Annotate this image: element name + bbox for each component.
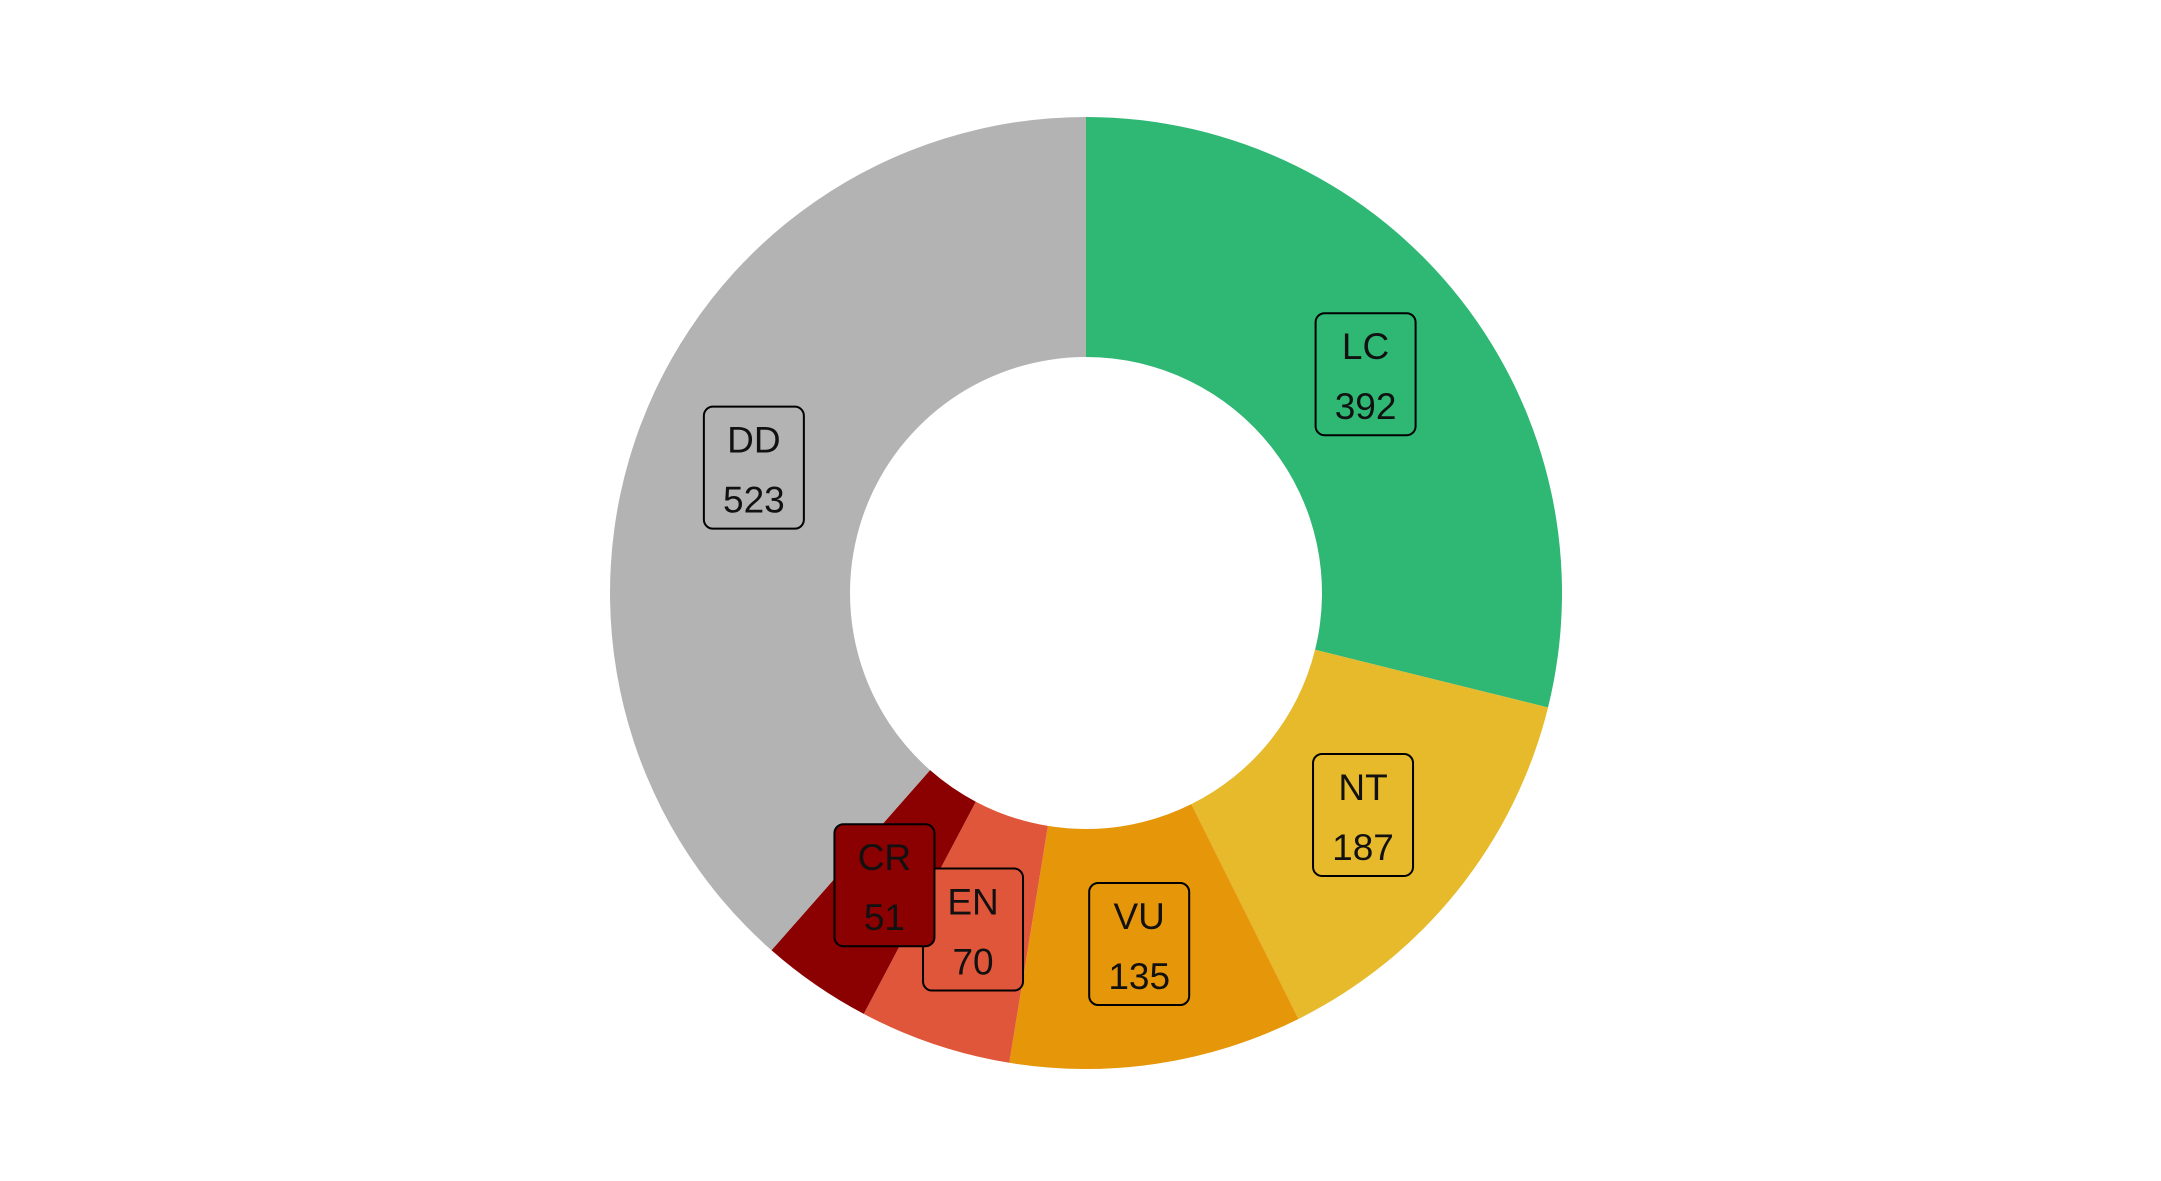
- label-vu: VU 135: [1088, 881, 1191, 1006]
- value-label-vu: 135: [1108, 956, 1170, 997]
- label-lc: LC 392: [1314, 312, 1417, 437]
- label-en: EN 70: [922, 867, 1025, 992]
- segment-dd: [610, 117, 1086, 951]
- category-label-vu: VU: [1113, 896, 1164, 937]
- label-box-cr: [833, 823, 936, 948]
- label-box-nt: [1312, 752, 1415, 877]
- label-dd: DD 523: [702, 405, 805, 530]
- label-box-vu: [1088, 881, 1191, 1006]
- segment-labels: LC 392 NT 187 VU 135 EN 70 CR 51 DD 523: [702, 312, 1417, 1006]
- category-label-lc: LC: [1342, 326, 1389, 367]
- value-label-dd: 523: [723, 480, 785, 521]
- value-label-lc: 392: [1335, 386, 1397, 427]
- label-nt: NT 187: [1312, 752, 1415, 877]
- category-label-en: EN: [947, 882, 998, 923]
- label-cr: CR 51: [833, 823, 936, 948]
- label-box-lc: [1314, 312, 1417, 437]
- value-label-nt: 187: [1332, 827, 1394, 868]
- label-box-dd: [702, 405, 805, 530]
- category-label-dd: DD: [727, 420, 780, 461]
- value-label-cr: 51: [864, 897, 905, 938]
- category-label-nt: NT: [1338, 767, 1387, 808]
- category-label-cr: CR: [858, 837, 911, 878]
- value-label-en: 70: [952, 942, 993, 983]
